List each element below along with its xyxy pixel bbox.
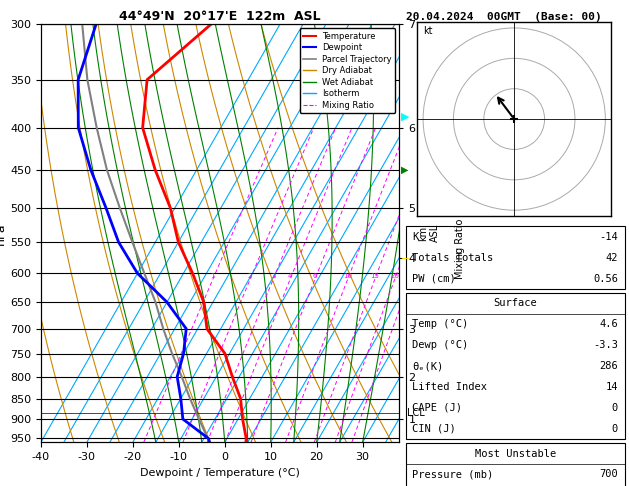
Text: ▶: ▶ <box>401 165 409 175</box>
Legend: Temperature, Dewpoint, Parcel Trajectory, Dry Adiabat, Wet Adiabat, Isotherm, Mi: Temperature, Dewpoint, Parcel Trajectory… <box>300 29 395 113</box>
Y-axis label: hPa: hPa <box>0 222 8 244</box>
Text: Lifted Index: Lifted Index <box>412 382 487 392</box>
Text: Totals Totals: Totals Totals <box>412 253 494 262</box>
Text: θₑ(K): θₑ(K) <box>412 361 443 371</box>
Text: PW (cm): PW (cm) <box>412 274 456 283</box>
Text: 4.6: 4.6 <box>599 319 618 329</box>
Y-axis label: km
ASL: km ASL <box>418 224 440 243</box>
Text: 20: 20 <box>390 273 399 279</box>
Text: K: K <box>412 232 418 242</box>
Text: ▶: ▶ <box>401 112 410 122</box>
Text: ─: ─ <box>401 253 408 262</box>
Text: 0: 0 <box>612 403 618 413</box>
Text: Pressure (mb): Pressure (mb) <box>412 469 494 480</box>
Text: 0.56: 0.56 <box>593 274 618 283</box>
Text: 14: 14 <box>606 382 618 392</box>
Text: 4: 4 <box>288 273 292 279</box>
Text: 0: 0 <box>612 424 618 434</box>
Text: 20.04.2024  00GMT  (Base: 00): 20.04.2024 00GMT (Base: 00) <box>406 12 601 22</box>
Text: 1: 1 <box>211 273 215 279</box>
Text: kt: kt <box>423 26 433 36</box>
Text: Mixing Ratio (g/kg): Mixing Ratio (g/kg) <box>455 187 465 279</box>
Text: Surface: Surface <box>493 298 537 308</box>
Bar <box>406 226 625 289</box>
Text: -3.3: -3.3 <box>593 340 618 350</box>
Text: LCL: LCL <box>406 408 425 418</box>
Text: 15: 15 <box>370 273 379 279</box>
Text: 42: 42 <box>606 253 618 262</box>
Text: 6: 6 <box>313 273 317 279</box>
Text: CAPE (J): CAPE (J) <box>412 403 462 413</box>
Text: -14: -14 <box>599 232 618 242</box>
Bar <box>406 293 625 439</box>
Text: Most Unstable: Most Unstable <box>474 449 556 459</box>
Text: 10: 10 <box>343 273 352 279</box>
Text: Temp (°C): Temp (°C) <box>412 319 469 329</box>
Text: 2: 2 <box>248 273 252 279</box>
Text: 700: 700 <box>599 469 618 480</box>
Text: Dewp (°C): Dewp (°C) <box>412 340 469 350</box>
Title: 44°49'N  20°17'E  122m  ASL: 44°49'N 20°17'E 122m ASL <box>120 10 321 23</box>
Text: CIN (J): CIN (J) <box>412 424 456 434</box>
Text: 3: 3 <box>271 273 276 279</box>
Text: 286: 286 <box>599 361 618 371</box>
X-axis label: Dewpoint / Temperature (°C): Dewpoint / Temperature (°C) <box>140 468 300 478</box>
Bar <box>406 443 625 486</box>
